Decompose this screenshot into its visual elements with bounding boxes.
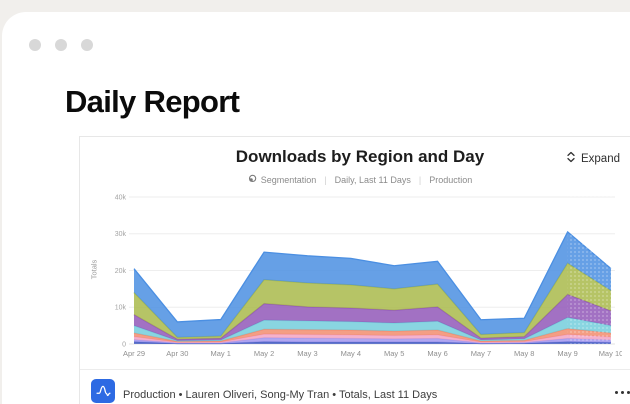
card-divider (80, 369, 630, 370)
svg-text:May 1: May 1 (211, 349, 231, 358)
svg-text:May 3: May 3 (297, 349, 317, 358)
window-control-dot[interactable] (55, 39, 67, 51)
stacked-area-chart: 0 10k 20k 30k 40k Apr 29 Apr 30 May 1 May 2 May 3… (115, 193, 622, 358)
segmentation-icon (248, 174, 257, 185)
page-title: Daily Report (65, 84, 240, 119)
subtitle-separator: | (418, 174, 422, 185)
date-range-label: Daily, Last 11 Days (334, 174, 411, 185)
svg-text:40k: 40k (115, 194, 127, 201)
chart-subtitle: Segmentation | Daily, Last 11 Days | Pro… (80, 174, 630, 185)
svg-text:10k: 10k (115, 305, 127, 312)
expand-label: Expand (580, 152, 620, 165)
window-controls (29, 39, 93, 51)
svg-text:May 9: May 9 (557, 349, 577, 358)
y-axis-title: Totals (89, 259, 99, 280)
card-footer: Production • Lauren Oliveri, Song-My Tra… (91, 379, 630, 403)
svg-text:May 5: May 5 (384, 349, 404, 358)
svg-text:30k: 30k (115, 231, 127, 238)
more-options-button[interactable] (615, 391, 630, 394)
expand-button[interactable]: Expand (566, 151, 620, 166)
svg-text:20k: 20k (115, 268, 127, 275)
svg-text:Apr 29: Apr 29 (123, 349, 145, 358)
svg-text:May 6: May 6 (427, 349, 447, 358)
svg-text:May 8: May 8 (514, 349, 534, 358)
svg-text:May 4: May 4 (341, 349, 361, 358)
subtitle-separator: | (324, 174, 327, 185)
expand-icon (566, 151, 576, 166)
chart-meta-summary: Production • Lauren Oliveri, Song-My Tra… (123, 389, 438, 401)
chart-title: Downloads by Region and Day (235, 147, 485, 166)
chart-type-label: Segmentation (260, 174, 317, 185)
window-control-dot[interactable] (29, 39, 41, 51)
svg-text:May 2: May 2 (254, 349, 274, 358)
chart-type-item: Segmentation (248, 174, 317, 185)
svg-text:May 7: May 7 (471, 349, 491, 358)
environment-label: Production (429, 174, 473, 185)
window-control-dot[interactable] (81, 39, 93, 51)
amplitude-logo-icon (91, 379, 115, 403)
more-dot (627, 391, 630, 394)
svg-text:0: 0 (122, 341, 126, 348)
more-dot (615, 391, 618, 394)
app-window: Daily Report Downloads by Region and Day… (2, 12, 630, 404)
svg-text:May 10: May 10 (599, 349, 622, 358)
svg-text:Apr 30: Apr 30 (166, 349, 188, 358)
chart-card: Downloads by Region and Day Segmentation… (79, 136, 630, 404)
more-dot (621, 391, 624, 394)
